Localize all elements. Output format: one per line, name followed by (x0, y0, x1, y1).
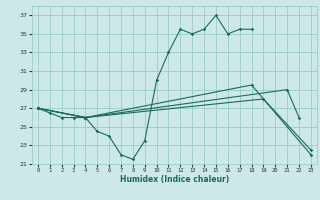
X-axis label: Humidex (Indice chaleur): Humidex (Indice chaleur) (120, 175, 229, 184)
